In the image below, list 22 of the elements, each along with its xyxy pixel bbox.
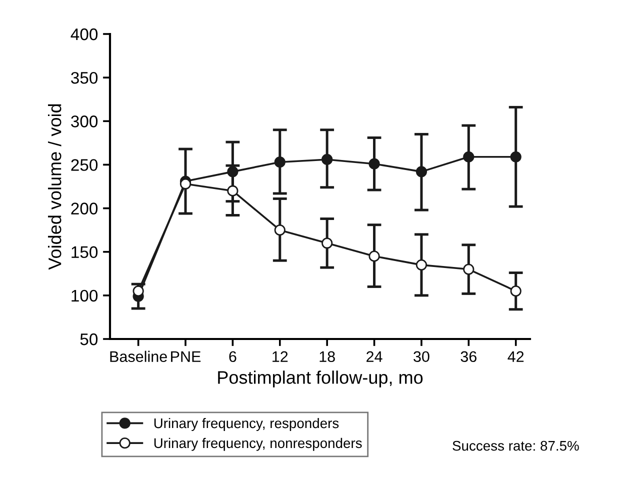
y-tick-label: 300	[71, 116, 98, 128]
y-tick-label: 250	[71, 159, 98, 171]
x-tick-label: 30	[414, 351, 430, 362]
y-tick-label: 200	[71, 202, 98, 214]
x-tick-label: Baseline	[110, 350, 167, 362]
x-tick-label: PNE	[171, 351, 201, 362]
y-tick-label: 100	[72, 290, 98, 302]
y-tick-label: 50	[80, 333, 98, 346]
text: Success rate: 87.5%	[452, 440, 579, 451]
y-tick-label: 150	[72, 246, 98, 258]
x-tick-label: 18	[320, 351, 335, 362]
x-axis-title: Postimplant follow-up, mo	[218, 370, 423, 388]
legend-label: Urinary frequency, responders	[154, 418, 339, 431]
legend-label: Urinary frequency, nonresponders	[154, 438, 362, 451]
x-tick-label: 12	[272, 351, 288, 362]
y-tick-label: 400	[70, 28, 98, 40]
x-tick-label: 6	[229, 351, 236, 362]
x-tick-label: 24	[366, 351, 382, 362]
y-axis-title: Voided volume / void	[48, 104, 62, 270]
x-tick-label: 42	[508, 351, 524, 362]
y-tick-label: 350	[71, 72, 98, 84]
x-tick-label: 36	[460, 351, 476, 362]
